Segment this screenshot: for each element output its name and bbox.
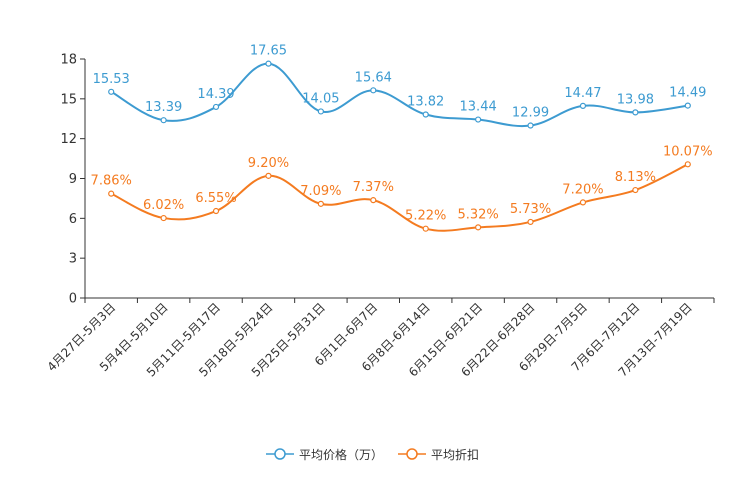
data-point[interactable] <box>475 116 482 123</box>
series-layer: 15.53 13.39 14.39 17.65 14.05 15.64 13.82 13.44… <box>91 44 713 232</box>
data-label: 9.20% <box>248 156 289 171</box>
y-tick-label: 9 <box>69 172 77 187</box>
data-point[interactable] <box>212 207 220 215</box>
y-tick-label: 12 <box>60 132 77 147</box>
legend-item-price[interactable]: 平均价格（万） <box>265 446 383 463</box>
data-point[interactable] <box>684 102 691 109</box>
data-point[interactable] <box>108 88 115 95</box>
data-label: 5.73% <box>510 202 551 217</box>
data-point[interactable] <box>527 122 534 129</box>
data-point[interactable] <box>370 197 377 204</box>
data-point[interactable] <box>684 161 691 168</box>
line-chart: 0 3 6 9 12 15 18 4月27日-5月3日5月4日-5月10日5月11日-5月1… <box>44 44 715 380</box>
data-point[interactable] <box>422 225 429 232</box>
data-label: 13.82 <box>407 95 444 110</box>
data-point[interactable] <box>160 214 167 222</box>
data-label: 14.39 <box>197 87 234 102</box>
data-point[interactable] <box>317 108 324 115</box>
data-point[interactable] <box>579 199 587 206</box>
data-label: 5.22% <box>405 209 446 224</box>
data-label: 15.64 <box>355 70 392 85</box>
legend-label-price: 平均价格（万） <box>298 447 383 462</box>
legend-line-circle-icon <box>398 448 426 460</box>
data-point[interactable] <box>265 60 272 67</box>
legend: 平均价格（万） 平均折扣 <box>0 442 744 466</box>
data-point[interactable] <box>579 102 587 109</box>
y-tick-label: 15 <box>60 92 77 107</box>
data-label: 17.65 <box>250 44 287 59</box>
data-label: 13.39 <box>145 100 182 115</box>
y-tick-label: 0 <box>69 292 77 307</box>
data-point[interactable] <box>265 172 272 179</box>
y-axis: 0 3 6 9 12 15 18 <box>60 53 86 307</box>
data-label: 6.02% <box>143 198 184 213</box>
data-label: 14.47 <box>564 86 601 101</box>
data-label: 8.13% <box>615 170 656 185</box>
data-label: 10.07% <box>663 144 713 159</box>
data-label: 6.55% <box>195 191 236 206</box>
data-point[interactable] <box>108 190 115 197</box>
y-tick-label: 6 <box>69 212 77 227</box>
data-label: 14.49 <box>669 86 706 101</box>
data-label: 5.32% <box>457 207 498 222</box>
legend-label-discount: 平均折扣 <box>431 447 480 462</box>
data-label: 12.99 <box>512 106 549 121</box>
data-label: 14.05 <box>302 91 339 106</box>
legend-line-circle-icon <box>265 448 294 460</box>
data-label: 15.53 <box>93 72 130 87</box>
data-point[interactable] <box>527 218 534 226</box>
y-tick-label: 3 <box>69 252 77 267</box>
x-axis: 4月27日-5月3日5月4日-5月10日5月11日-5月17日5月18日-5月2… <box>44 297 715 380</box>
legend-item-discount[interactable]: 平均折扣 <box>397 446 479 463</box>
y-tick-label: 18 <box>60 53 77 68</box>
data-point[interactable] <box>475 224 482 231</box>
data-label: 13.98 <box>617 92 654 107</box>
data-label: 7.20% <box>562 182 603 197</box>
data-label: 7.86% <box>91 174 132 189</box>
data-point[interactable] <box>632 109 639 116</box>
data-label: 7.09% <box>300 184 341 199</box>
data-label: 7.37% <box>353 180 394 195</box>
data-point[interactable] <box>212 103 220 111</box>
data-point[interactable] <box>160 117 167 124</box>
data-point[interactable] <box>317 200 324 207</box>
data-point[interactable] <box>370 87 377 94</box>
data-label: 13.44 <box>460 100 497 115</box>
data-point[interactable] <box>422 111 429 118</box>
data-point[interactable] <box>632 186 639 194</box>
